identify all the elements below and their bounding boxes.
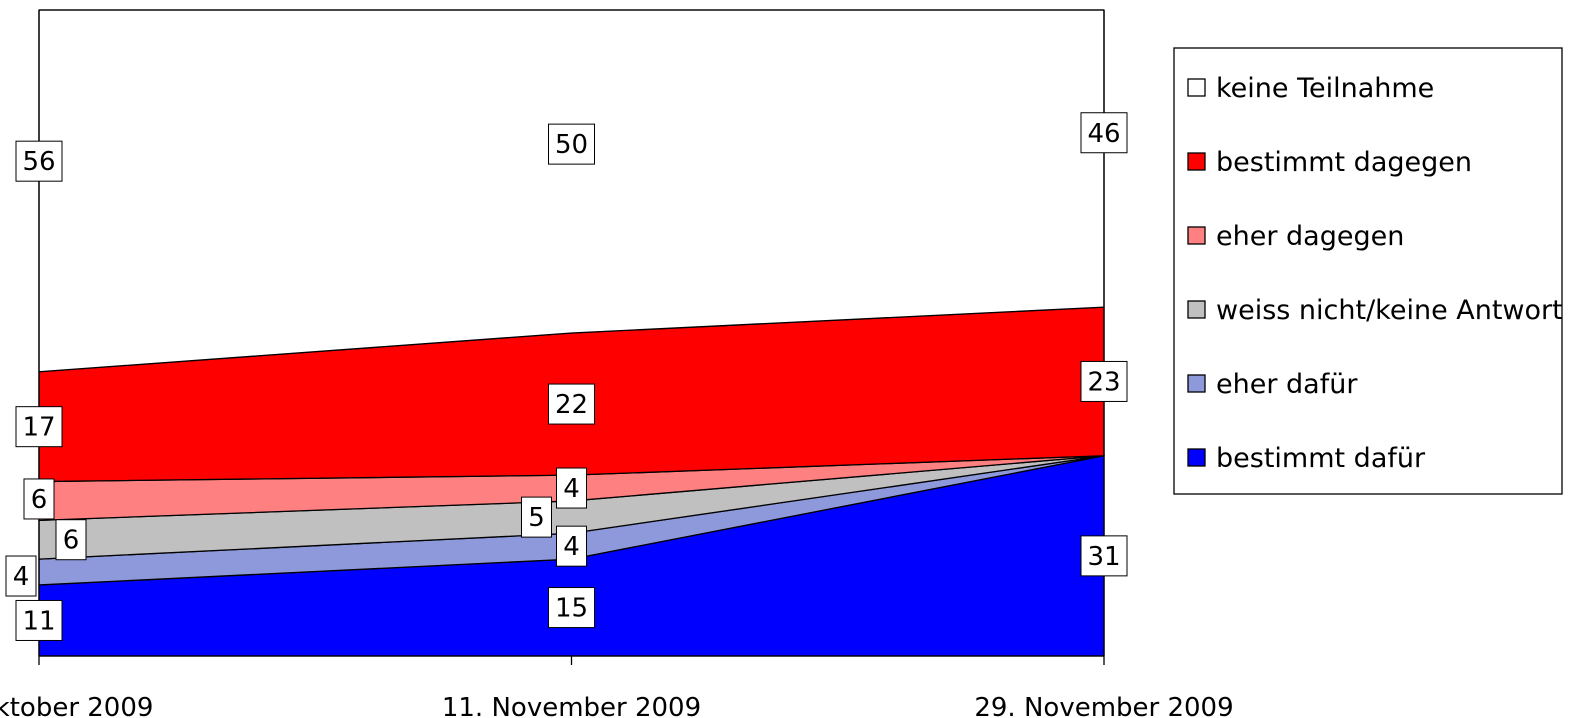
legend-item-bestimmt-dagegen: bestimmt dagegen	[1187, 147, 1472, 178]
x-tick-label: 29. November 2009	[974, 693, 1233, 718]
data-label-box	[556, 467, 587, 509]
data-label-weiss-nicht-keine-antwort: 6	[63, 526, 80, 556]
data-label: 11	[15, 599, 63, 641]
data-label-bestimmt-dafuer: 15	[555, 594, 588, 624]
data-label-box	[5, 555, 37, 597]
data-label-eher-dagegen: 4	[563, 474, 580, 504]
data-label: 4	[5, 555, 37, 597]
data-label-box	[15, 140, 63, 182]
legend-label: keine Teilnahme	[1216, 73, 1434, 104]
data-label-bestimmt-dagegen: 17	[22, 413, 55, 443]
data-label-box	[1080, 535, 1128, 577]
data-label: 22	[548, 383, 595, 425]
data-label-weiss-nicht-keine-antwort: 5	[528, 503, 545, 533]
data-label-box	[521, 496, 552, 538]
legend: keine Teilnahme bestimmt dagegen eher dage…	[1173, 47, 1563, 495]
data-label: 5	[521, 496, 552, 538]
data-label: 31	[1080, 535, 1128, 577]
data-label: 17	[15, 406, 63, 448]
x-tick-label: 28. Oktober 2009	[0, 693, 153, 718]
data-label-box	[548, 587, 595, 629]
data-label: 6	[55, 519, 87, 561]
data-label-box	[23, 478, 55, 520]
data-label: 23	[1080, 360, 1128, 402]
data-label-bestimmt-dagegen: 23	[1087, 367, 1120, 397]
x-tick-label: 11. November 2009	[442, 693, 701, 718]
data-label-box	[548, 123, 595, 165]
data-label: 4	[556, 525, 587, 567]
data-label: 56	[15, 140, 63, 182]
data-label-bestimmt-dafuer: 31	[1087, 542, 1120, 572]
legend-item-bestimmt-dafuer: bestimmt dafür	[1187, 443, 1426, 474]
data-label: 15	[548, 587, 595, 629]
data-label: 4	[556, 467, 587, 509]
data-label: 6	[23, 478, 55, 520]
data-label-eher-dafuer: 4	[13, 562, 30, 592]
data-label-box	[55, 519, 87, 561]
legend-label: bestimmt dagegen	[1216, 147, 1472, 178]
legend-item-eher-dagegen: eher dagegen	[1187, 221, 1404, 252]
data-label-keine-teilnahme: 50	[555, 130, 588, 160]
legend-item-eher-dafuer: eher dafür	[1187, 369, 1358, 400]
data-label-keine-teilnahme: 46	[1087, 119, 1120, 149]
legend-swatch	[1187, 78, 1206, 97]
legend-label: eher dagegen	[1216, 221, 1404, 252]
legend-box	[1173, 47, 1563, 495]
data-label-box	[1080, 112, 1128, 154]
data-label: 50	[548, 123, 595, 165]
legend-label: bestimmt dafür	[1216, 443, 1426, 474]
data-label-eher-dagegen: 6	[31, 485, 48, 515]
legend-swatch	[1187, 226, 1206, 245]
legend-swatch	[1187, 300, 1206, 319]
data-label: 46	[1080, 112, 1128, 154]
legend-label: eher dafür	[1216, 369, 1358, 400]
legend-swatch	[1187, 374, 1206, 393]
x-axis: 28. Oktober 2009 11. November 2009 29. Nov…	[0, 656, 1234, 718]
data-label-box	[556, 525, 587, 567]
data-label-bestimmt-dagegen: 22	[555, 390, 588, 420]
legend-item-weiss-nicht-keine-antwort: weiss nicht/keine Antwort	[1187, 295, 1563, 326]
data-label-box	[1080, 360, 1128, 402]
legend-label: weiss nicht/keine Antwort	[1216, 295, 1563, 326]
data-label-box	[15, 599, 63, 641]
data-label-box	[548, 383, 595, 425]
data-label-box	[15, 406, 63, 448]
data-label-keine-teilnahme: 56	[22, 147, 55, 177]
data-label-eher-dafuer: 4	[563, 532, 580, 562]
data-label-bestimmt-dafuer: 11	[22, 606, 55, 636]
legend-swatch	[1187, 448, 1206, 467]
legend-swatch	[1187, 152, 1206, 171]
legend-item-keine-teilnahme: keine Teilnahme	[1187, 73, 1434, 104]
